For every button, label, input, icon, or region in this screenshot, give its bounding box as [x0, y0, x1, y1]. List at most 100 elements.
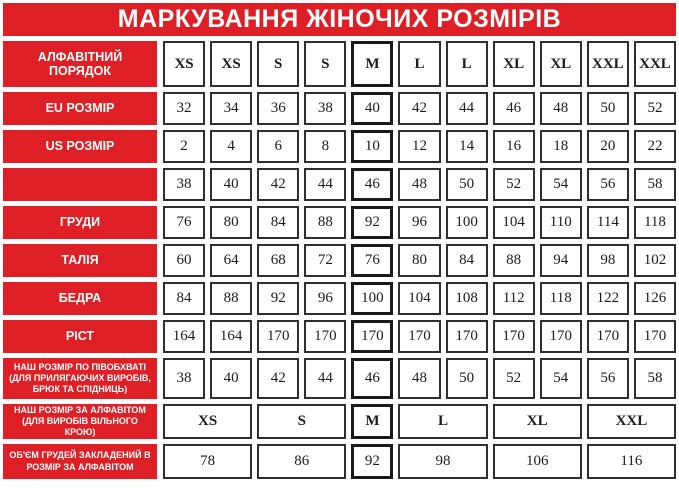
table-row: ГРУДИ 76 80 84 88 92 96 100 104 110 114 118 [3, 206, 676, 239]
size-cell: 170 [445, 320, 488, 353]
size-cell: 170 [539, 320, 582, 353]
size-cell: 6 [257, 130, 300, 163]
size-cell: XS [210, 41, 253, 87]
size-cell: 10 [351, 130, 394, 163]
size-cell: 164 [163, 320, 206, 353]
size-cell: 84 [257, 206, 300, 239]
row-label-text: EU РОЗМІР [45, 101, 115, 116]
page-title: МАРКУВАННЯ ЖІНОЧИХ РОЗМІРІВ [3, 3, 676, 36]
table-row: ОБ'ЄМ ГРУДЕЙ ЗАКЛАДЕНИЙ В РОЗМІР ЗА АЛФА… [3, 444, 676, 479]
size-cell: 48 [398, 358, 441, 399]
size-cell: 52 [492, 168, 535, 201]
size-cell: XL [492, 404, 582, 439]
size-cell: 164 [210, 320, 253, 353]
row-cells: XS S M L XL XXL [163, 404, 676, 439]
size-cell: 44 [445, 92, 488, 125]
size-cell: 72 [304, 244, 347, 277]
size-cell: 116 [586, 444, 676, 479]
size-cell: 100 [445, 206, 488, 239]
size-cell: 48 [539, 92, 582, 125]
size-cell: 50 [445, 358, 488, 399]
table-row: АЛФАВІТНИЙ ПОРЯДОК XS XS S S M L L XL XL XXL XXL [3, 41, 676, 87]
size-cell: 56 [586, 358, 629, 399]
table-row: 38 40 42 44 46 48 50 52 54 56 58 [3, 168, 676, 201]
row-label: НАШ РОЗМІР ПО ПІВОБХВАТІ (ДЛЯ ПРИЛЯГАЮЧИ… [3, 358, 157, 399]
row-label: US РОЗМІР [3, 130, 157, 163]
size-cell: 38 [304, 92, 347, 125]
size-cell: 104 [398, 282, 441, 315]
size-cell: 68 [257, 244, 300, 277]
size-cell: 46 [492, 92, 535, 125]
size-cell: 76 [163, 206, 206, 239]
size-cell: XXL [586, 41, 629, 87]
row-cells: 38 40 42 44 46 48 50 52 54 56 58 [163, 358, 676, 399]
row-label-text: НАШ РОЗМІР ЗА АЛФАВІТОМ (ДЛЯ ВИРОБІВ ВІЛ… [14, 404, 146, 438]
size-cell: 170 [398, 320, 441, 353]
row-label: ОБ'ЄМ ГРУДЕЙ ЗАКЛАДЕНИЙ В РОЗМІР ЗА АЛФА… [3, 444, 157, 479]
size-cell: XS [163, 41, 206, 87]
size-cell: 78 [163, 444, 253, 479]
size-cell: S [304, 41, 347, 87]
size-cell: L [398, 404, 488, 439]
size-cell: 94 [539, 244, 582, 277]
size-cell: 40 [351, 92, 394, 125]
size-cell: 92 [351, 444, 394, 479]
size-cell: 42 [257, 168, 300, 201]
size-cell: 40 [210, 358, 253, 399]
row-label-text: АЛФАВІТНИЙ ПОРЯДОК [37, 49, 123, 78]
size-cell: 12 [398, 130, 441, 163]
size-cell: XXL [633, 41, 676, 87]
size-cell: 54 [539, 168, 582, 201]
size-cell: 46 [351, 358, 394, 399]
size-cell: L [398, 41, 441, 87]
size-cell: XL [492, 41, 535, 87]
size-cell: 46 [351, 168, 394, 201]
size-cell: 106 [492, 444, 582, 479]
size-cell: 170 [304, 320, 347, 353]
size-cell: 112 [492, 282, 535, 315]
size-cell: 86 [257, 444, 347, 479]
size-cell: 100 [351, 282, 394, 315]
row-label: ГРУДИ [3, 206, 157, 239]
size-cell: 34 [210, 92, 253, 125]
size-cell: 44 [304, 168, 347, 201]
size-cell: 52 [633, 92, 676, 125]
row-label-text: US РОЗМІР [45, 139, 115, 154]
row-label-text: НАШ РОЗМІР ПО ПІВОБХВАТІ (ДЛЯ ПРИЛЯГАЮЧИ… [9, 361, 151, 395]
size-cell: 88 [492, 244, 535, 277]
size-cell: 84 [163, 282, 206, 315]
size-cell: 38 [163, 358, 206, 399]
size-cell: L [445, 41, 488, 87]
size-cell: 56 [586, 168, 629, 201]
size-cell: 118 [633, 206, 676, 239]
row-cells: 38 40 42 44 46 48 50 52 54 56 58 [163, 168, 676, 201]
size-cell: 98 [586, 244, 629, 277]
size-cell: 22 [633, 130, 676, 163]
size-cell: XS [163, 404, 253, 439]
size-cell: 42 [257, 358, 300, 399]
size-cell: 96 [398, 206, 441, 239]
row-label: ТАЛІЯ [3, 244, 157, 277]
row-cells: 60 64 68 72 76 80 84 88 94 98 102 [163, 244, 676, 277]
size-cell: 170 [257, 320, 300, 353]
size-cell: 170 [351, 320, 394, 353]
size-cell: 58 [633, 168, 676, 201]
row-cells: XS XS S S M L L XL XL XXL XXL [163, 41, 676, 87]
size-cell: 48 [398, 168, 441, 201]
size-cell: S [257, 41, 300, 87]
table-row: РІСТ 164 164 170 170 170 170 170 170 170 170 170 [3, 320, 676, 353]
size-cell: 2 [163, 130, 206, 163]
row-label-text: ГРУДИ [59, 215, 101, 230]
size-cell: 58 [633, 358, 676, 399]
size-cell: 54 [539, 358, 582, 399]
row-label-text: РІСТ [65, 329, 95, 344]
size-table: АЛФАВІТНИЙ ПОРЯДОК XS XS S S M L L XL XL XXL XXL EU … [3, 41, 676, 479]
row-label: EU РОЗМІР [3, 92, 157, 125]
size-cell: 80 [210, 206, 253, 239]
size-cell: S [257, 404, 347, 439]
size-cell: 76 [351, 244, 394, 277]
row-cells: 32 34 36 38 40 42 44 46 48 50 52 [163, 92, 676, 125]
size-cell: 114 [586, 206, 629, 239]
size-cell: 104 [492, 206, 535, 239]
size-cell: 40 [210, 168, 253, 201]
